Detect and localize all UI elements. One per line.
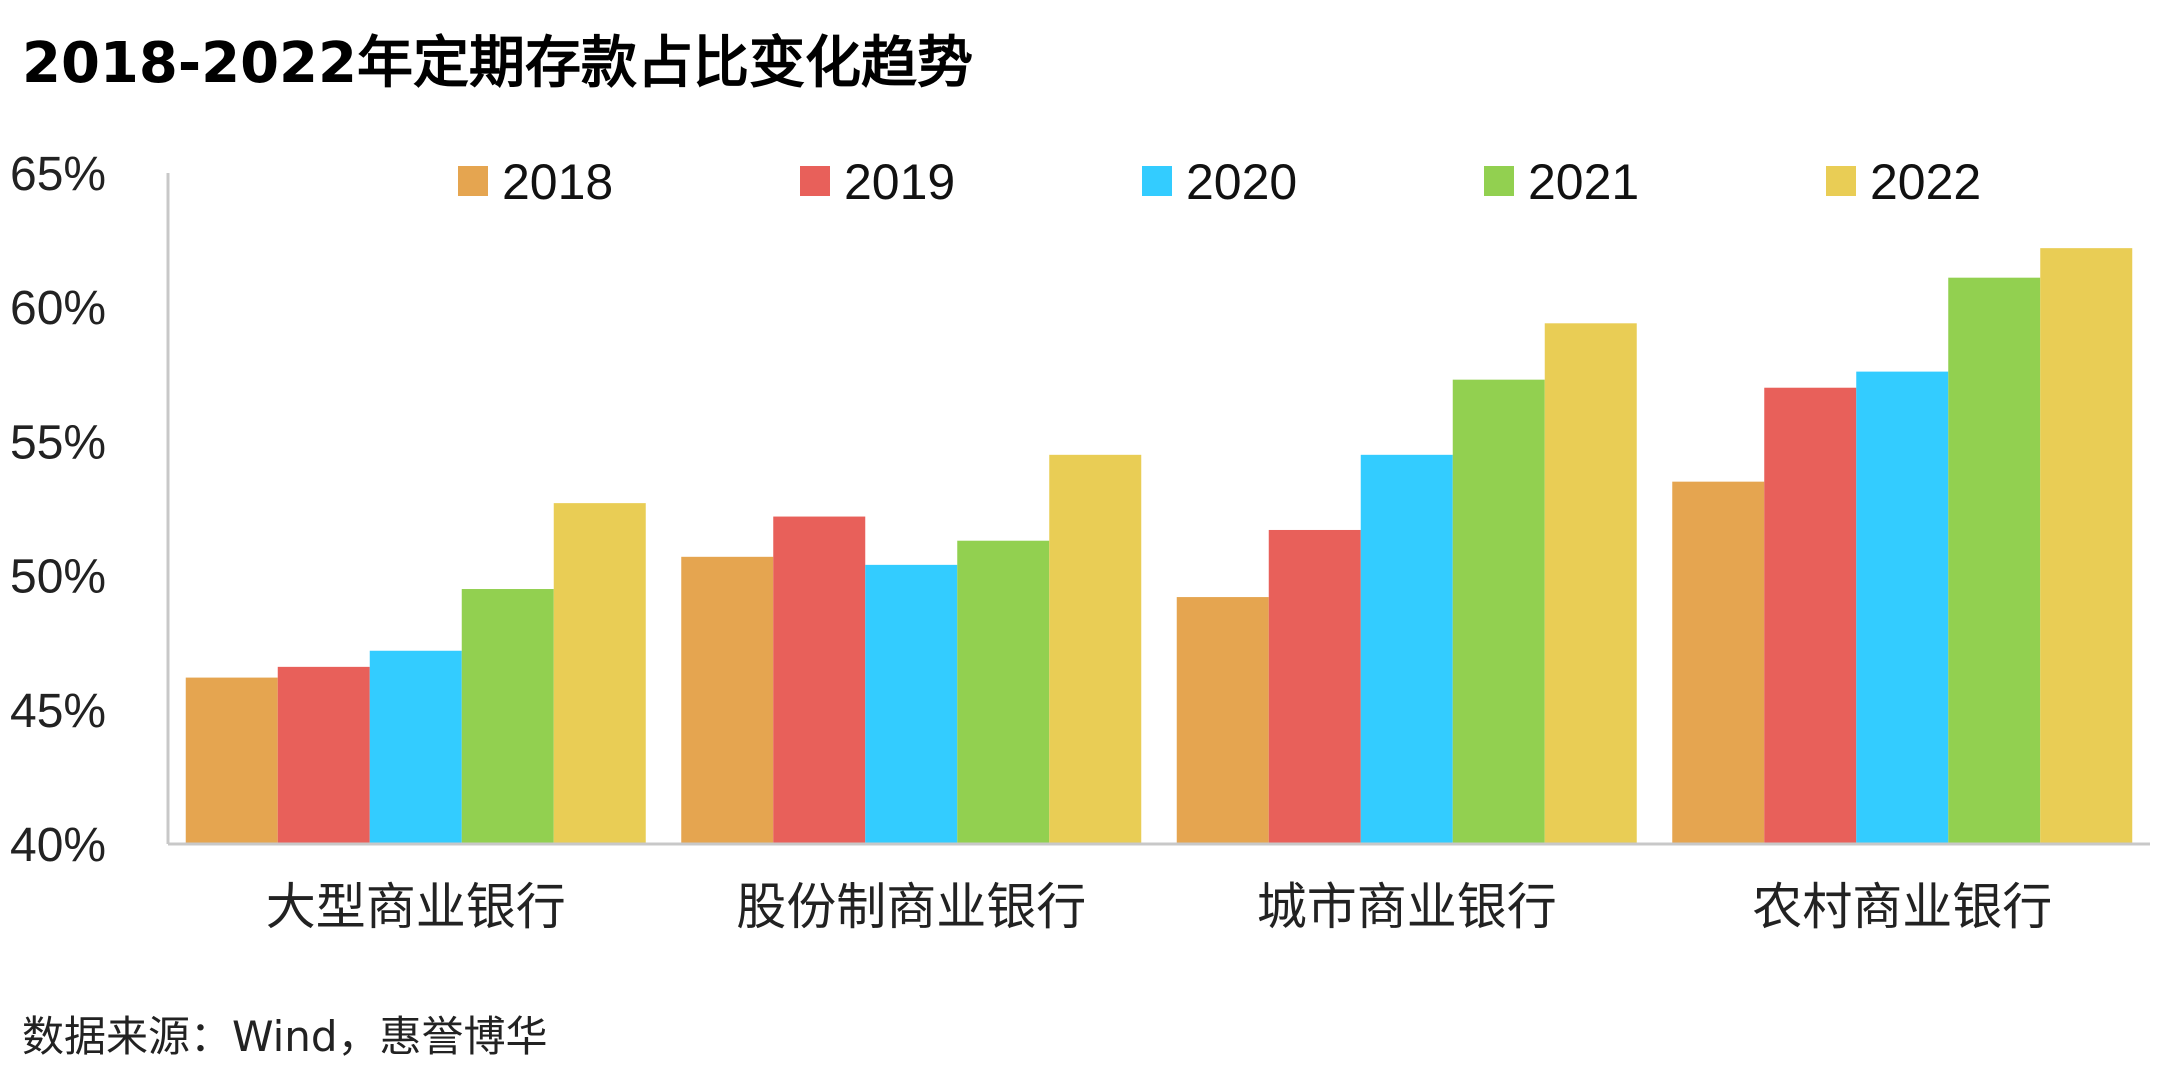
bar-2022: [2040, 248, 2133, 845]
bar-2022: [1544, 323, 1637, 845]
legend-label: 2018: [502, 154, 613, 210]
y-axis-ticks: 40% 45% 50% 55% 60% 65%: [10, 148, 106, 872]
x-tick-label: 股份制商业银行: [736, 878, 1086, 936]
legend-swatch: [1142, 166, 1172, 196]
bar-chart: 40% 45% 50% 55% 60% 65% 大型商业银行 股份制商业银行 城市商业银行 农村…: [10, 148, 2150, 936]
bar-2020: [369, 650, 462, 844]
legend-label: 2020: [1186, 154, 1297, 210]
bar-2020: [865, 564, 958, 844]
bar-2021: [461, 589, 554, 844]
bar-2022: [1049, 454, 1142, 844]
y-tick-label: 40%: [10, 819, 106, 872]
x-tick-label: 农村商业银行: [1752, 878, 2052, 936]
legend-swatch: [1826, 166, 1856, 196]
y-tick-label: 60%: [10, 282, 106, 335]
chart-title: 2018-2022年定期存款占比变化趋势: [22, 31, 973, 96]
bar-2022: [553, 503, 646, 844]
bar-2020: [1856, 371, 1949, 844]
legend-label: 2019: [844, 154, 955, 210]
bars: [185, 248, 2133, 845]
x-tick-label: 城市商业银行: [1257, 878, 1557, 936]
bar-2020: [1360, 454, 1453, 844]
bar-2019: [1268, 529, 1361, 844]
y-tick-label: 50%: [10, 551, 106, 604]
bar-2019: [773, 516, 866, 844]
legend-label: 2022: [1870, 154, 1981, 210]
source-note: 数据来源：Wind，惠誉博华: [22, 1012, 548, 1061]
bar-2018: [681, 556, 774, 844]
bar-2018: [185, 677, 278, 844]
bar-2018: [1672, 481, 1765, 844]
bar-2018: [1176, 597, 1269, 844]
bar-2021: [957, 540, 1050, 844]
legend-swatch: [458, 166, 488, 196]
bar-2019: [277, 666, 370, 844]
legend-swatch: [800, 166, 830, 196]
y-tick-label: 65%: [10, 148, 106, 201]
legend-swatch: [1484, 166, 1514, 196]
bar-2021: [1452, 379, 1545, 844]
legend: 2018 2019 2020 2021 2022: [458, 154, 1981, 210]
x-tick-label: 大型商业银行: [266, 878, 566, 936]
bar-2019: [1764, 387, 1857, 844]
legend-label: 2021: [1528, 154, 1639, 210]
y-tick-label: 55%: [10, 416, 106, 469]
x-axis-ticks: 大型商业银行 股份制商业银行 城市商业银行 农村商业银行: [266, 878, 2053, 936]
y-tick-label: 45%: [10, 685, 106, 738]
bar-2021: [1948, 277, 2041, 844]
